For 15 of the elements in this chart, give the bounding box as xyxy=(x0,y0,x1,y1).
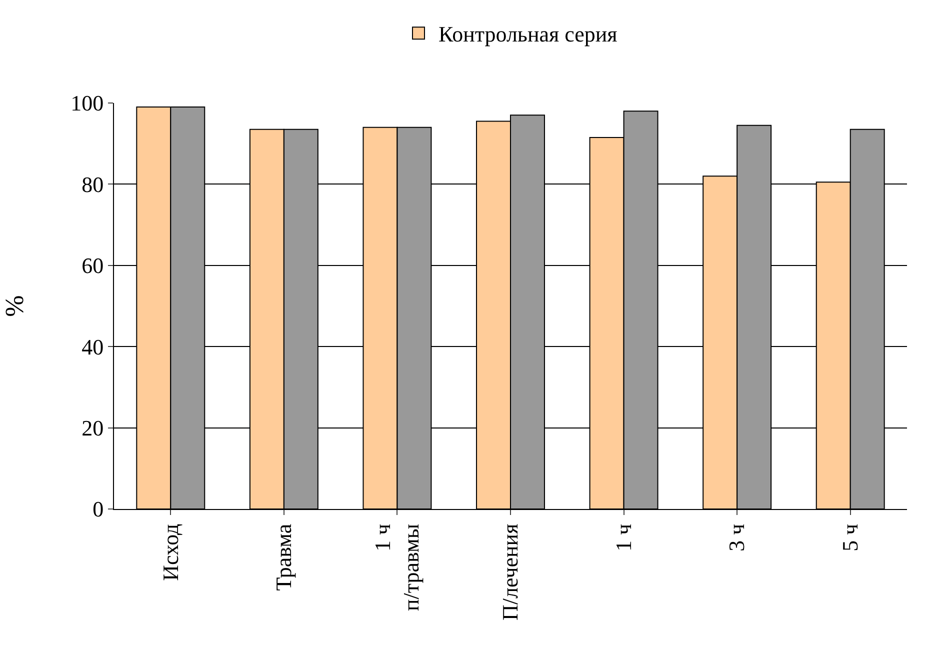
y-tick-label: 60 xyxy=(82,253,104,278)
y-tick-label: 80 xyxy=(82,172,104,197)
x-tick-label: 3 ч xyxy=(724,524,750,552)
y-tick-label: 100 xyxy=(70,90,104,116)
y-tick-label: 40 xyxy=(82,334,104,360)
y-tick-label: 0 xyxy=(92,496,104,522)
x-tick-label: 5 ч xyxy=(838,524,863,552)
x-tick-label: П/лечения xyxy=(498,524,523,621)
x-tick-label: 1 ч xyxy=(610,524,636,552)
x-tick-label: 1 ч п/травмы xyxy=(370,524,424,612)
y-tick-label: 20 xyxy=(82,416,104,440)
x-tick-label: Травма xyxy=(271,524,296,591)
y-axis-title: % xyxy=(0,295,29,317)
legend-label: Контрольная серия xyxy=(438,22,618,47)
x-tick-label: Исход xyxy=(158,524,183,581)
